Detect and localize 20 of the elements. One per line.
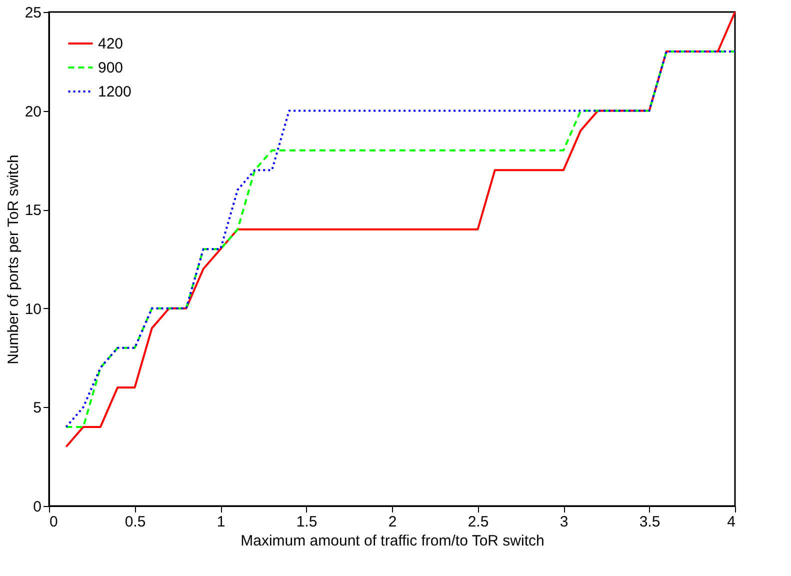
- x-tick-label: 2: [388, 514, 397, 530]
- y-tick-label: 25: [24, 4, 42, 22]
- x-tick-label: 3: [560, 514, 568, 530]
- legend-label: 900: [98, 60, 124, 76]
- x-axis-title: Maximum amount of traffic from/to ToR switch: [240, 532, 544, 550]
- y-tick-label: 15: [24, 202, 42, 220]
- y-axis-title: Number of ports per ToR switch: [4, 154, 22, 364]
- legend-label: 420: [98, 36, 124, 52]
- x-tick-label: 0.5: [124, 514, 146, 530]
- y-tick-label: 5: [33, 400, 42, 417]
- x-tick-label: 3.5: [639, 514, 660, 530]
- x-tick-label: 1.5: [296, 514, 318, 530]
- y-tick-label: 20: [24, 103, 42, 120]
- y-tick-label: 10: [24, 300, 42, 318]
- x-tick-label: 2.5: [468, 514, 489, 530]
- x-tick-label: 0: [50, 514, 58, 530]
- x-tick-label: 1: [216, 514, 226, 530]
- x-tick-label: 4: [727, 514, 736, 530]
- legend-label: 1200: [98, 84, 132, 100]
- y-tick-label: 0: [33, 498, 42, 516]
